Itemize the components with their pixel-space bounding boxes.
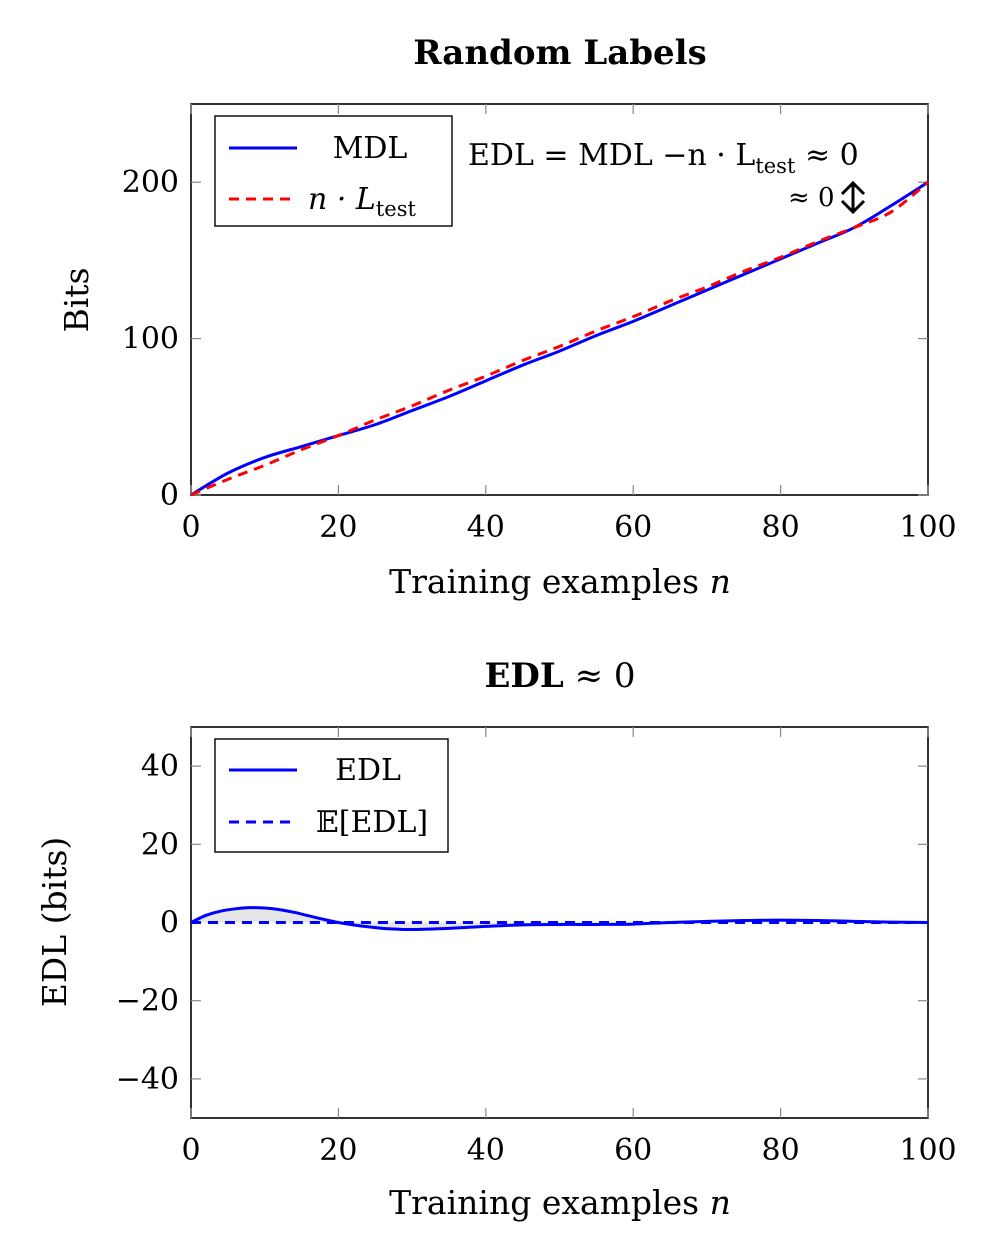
x-axis-label-var: n — [710, 562, 731, 601]
tick-marks — [190, 727, 929, 1118]
legend: MDL n · Ltest — [214, 115, 453, 227]
x-axis-label-text: Training examples — [389, 1183, 709, 1222]
y-axis-label: Bits — [57, 267, 96, 332]
x-tick-label: 80 — [762, 510, 800, 545]
x-tick-label: 60 — [614, 1133, 652, 1168]
chart-edl: EDL ≈ 0 0 20 40 60 80 100 −40 −20 0 20 40 Trainin… — [35, 656, 957, 1222]
plot-frame — [190, 103, 929, 496]
y-tick-label: 20 — [141, 827, 179, 862]
x-tick-label: 80 — [762, 1133, 800, 1168]
annotation-main: EDL = MDL −n · L — [468, 138, 755, 173]
series-lines — [190, 180, 929, 497]
x-tick-label: 40 — [467, 1133, 505, 1168]
x-tick-label: 100 — [899, 510, 956, 545]
y-tick-label: 100 — [122, 322, 179, 357]
legend-box — [214, 115, 453, 227]
edl-equation-annotation: EDL = MDL −n · Ltest ≈ 0 — [468, 138, 859, 178]
double-arrow-icon — [840, 180, 866, 215]
series-area-0 — [191, 907, 928, 930]
annotation-tail: ≈ 0 — [795, 138, 858, 173]
legend-label-mdl: MDL — [333, 131, 408, 166]
y-axis-label: EDL (bits) — [35, 837, 74, 1008]
chart-title: Random Labels — [413, 33, 706, 73]
x-tick-label: 60 — [614, 510, 652, 545]
x-tick-label: 20 — [319, 1133, 357, 1168]
y-tick-label: 200 — [122, 165, 179, 200]
series-line-0 — [190, 906, 929, 932]
series-line-1 — [190, 181, 929, 497]
x-tick-label: 40 — [467, 510, 505, 545]
y-tick-label: 0 — [160, 478, 179, 513]
y-tick-label: 40 — [141, 749, 179, 784]
y-tick-labels: 0 100 200 — [122, 165, 179, 513]
x-axis-label-var: n — [710, 1183, 731, 1222]
chart-title: EDL ≈ 0 — [484, 656, 635, 696]
legend: EDL 𝔼[EDL] — [214, 738, 449, 853]
x-tick-label: 100 — [899, 1133, 956, 1168]
x-tick-labels: 0 20 40 60 80 100 — [181, 510, 956, 545]
y-tick-label: 0 — [160, 906, 179, 941]
y-tick-label: −40 — [116, 1062, 179, 1097]
title-bold-part: EDL — [484, 656, 563, 696]
legend-label-edl: EDL — [335, 753, 401, 788]
legend-label-nltest: n · Ltest — [308, 182, 417, 221]
y-tick-labels: −40 −20 0 20 40 — [116, 749, 179, 1097]
x-tick-label: 0 — [181, 1133, 200, 1168]
x-axis-label-text: Training examples — [389, 562, 709, 601]
x-axis-label: Training examples n — [389, 562, 731, 601]
x-tick-labels: 0 20 40 60 80 100 — [181, 1133, 956, 1168]
legend-label-nltest-main: n · L — [308, 182, 376, 217]
legend-label-nltest-sub: test — [376, 197, 417, 221]
gap-annotation-label: ≈ 0 — [788, 183, 835, 213]
x-axis-label: Training examples n — [389, 1183, 731, 1222]
chart-random-labels: Random Labels 0 20 40 60 80 100 0 100 200 Train… — [57, 33, 957, 601]
legend-box — [214, 738, 449, 853]
series-lines — [190, 906, 929, 932]
title-plain-part: ≈ 0 — [564, 656, 636, 696]
edl-area-fill — [191, 907, 928, 930]
y-tick-label: −20 — [116, 984, 179, 1019]
x-tick-label: 0 — [181, 510, 200, 545]
legend-label-expected-edl: 𝔼[EDL] — [316, 805, 428, 840]
annotation-subscript: test — [755, 154, 796, 178]
x-tick-label: 20 — [319, 510, 357, 545]
